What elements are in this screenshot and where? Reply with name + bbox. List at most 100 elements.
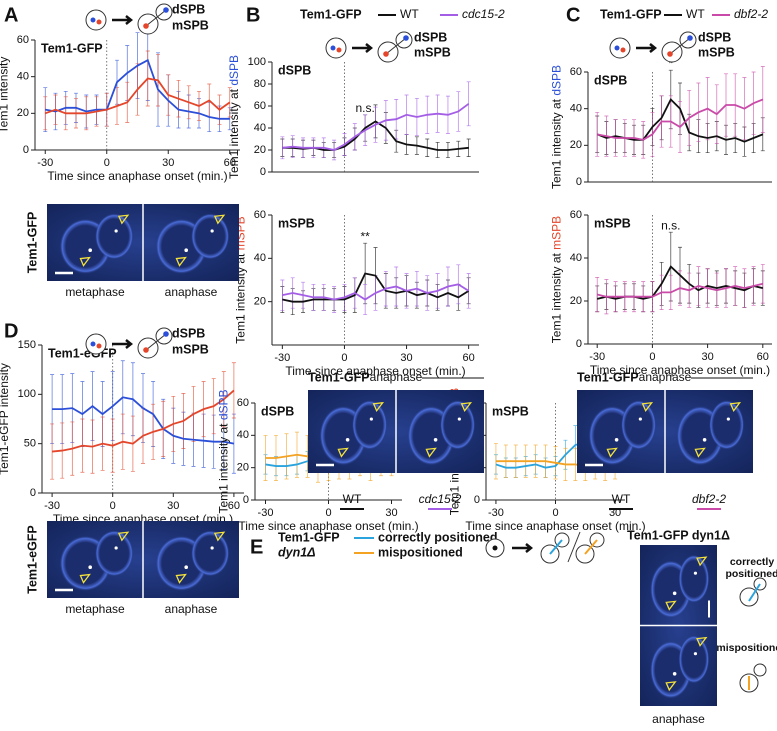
- x-tick-label: 60: [228, 500, 240, 512]
- cell: [85, 9, 107, 31]
- y-tick-label: 0: [576, 176, 582, 188]
- x-tick-label: 0: [649, 351, 655, 363]
- y-label-text: Tem1 intensity at: [550, 250, 564, 343]
- x-axis-label: Time since anaphase onset (min.): [285, 364, 465, 378]
- y-axis-label: Tem1 intensity at dSPB: [217, 389, 231, 513]
- spot: [210, 229, 214, 233]
- cell-image: [191, 530, 230, 577]
- y-tick-label: 0: [260, 166, 266, 178]
- y-tick-label: 20: [570, 139, 582, 151]
- series-line: [596, 282, 764, 298]
- plot-title: dSPB: [261, 404, 294, 418]
- arrowhead: [460, 401, 473, 413]
- y-tick-label: 0: [30, 487, 36, 499]
- x-tick-label: 0: [552, 507, 558, 519]
- bud: [753, 663, 767, 677]
- plot-title: dSPB: [278, 63, 311, 77]
- spb: [96, 343, 102, 349]
- y-tick-label: 0: [23, 144, 29, 156]
- spb: [90, 341, 96, 347]
- y-tick-label: 60: [237, 397, 249, 409]
- divider: [567, 531, 581, 563]
- x-tick-label: -30: [274, 352, 290, 364]
- spindle: [145, 9, 167, 27]
- spb: [90, 17, 96, 23]
- image-note: anaphase: [639, 370, 692, 384]
- schematic: [85, 3, 173, 35]
- plot: 0 20 40 60 -30 0 30 60 Tem1-GFP Tem1 intensity Tim…: [0, 19, 240, 183]
- y-tick-label: 40: [237, 429, 249, 441]
- x-axis-label: Time since anaphase onset (min.): [465, 519, 645, 533]
- series-line: [44, 77, 231, 115]
- spot: [88, 565, 92, 569]
- legend-label: dbf2-2: [734, 7, 768, 21]
- spindle: [584, 539, 598, 555]
- image-header: Tem1-GFP: [308, 370, 370, 384]
- image-label: mispositioned: [716, 642, 777, 654]
- image-label: correctly: [730, 556, 775, 568]
- spb: [163, 331, 169, 337]
- spb: [687, 35, 693, 41]
- image-label: positioned: [725, 568, 777, 580]
- x-tick-label: 30: [162, 157, 174, 169]
- spindle: [145, 333, 167, 351]
- image-caption: WT: [343, 492, 362, 506]
- y-tick-label: 100: [248, 56, 266, 68]
- y-tick-label: 20: [570, 295, 582, 307]
- significance: n.s.: [355, 101, 374, 115]
- y-axis-label: Tem1 intensity at mSPB: [550, 216, 564, 343]
- y-tick-label: 40: [570, 103, 582, 115]
- y-label-text: Tem1 intensity at: [227, 86, 241, 179]
- x-tick-label: -30: [488, 507, 504, 519]
- legend-label: dSPB: [172, 326, 205, 340]
- x-tick-label: 0: [325, 507, 331, 519]
- series-line: [282, 272, 470, 303]
- arrowhead: [79, 573, 91, 584]
- spb: [143, 23, 149, 29]
- y-tick-label: 20: [17, 107, 29, 119]
- image-caption: anaphase: [652, 712, 705, 726]
- micrograph: [577, 390, 753, 473]
- spot: [114, 229, 118, 233]
- panel-letter: B: [246, 4, 260, 26]
- spb: [403, 35, 409, 41]
- arrowhead: [372, 401, 385, 413]
- arrowhead: [665, 681, 677, 692]
- arrow: [352, 43, 374, 53]
- spb: [620, 47, 626, 53]
- x-tick-label: -30: [37, 157, 53, 169]
- arrowhead: [117, 214, 130, 225]
- series-line: [52, 396, 235, 445]
- panel-letter: D: [4, 320, 18, 342]
- spot: [184, 248, 188, 252]
- image-caption: cdc15-2: [419, 492, 462, 506]
- image-side-label: Tem1-GFP: [25, 212, 39, 274]
- arrow: [112, 15, 134, 25]
- image-caption: metaphase: [65, 602, 125, 616]
- arrowhead: [696, 636, 708, 647]
- image-caption: metaphase: [65, 285, 125, 299]
- y-tick-label: 20: [254, 296, 266, 308]
- x-axis-label: Time since anaphase onset (min.): [47, 169, 227, 183]
- error-bar: [595, 111, 600, 157]
- spb: [96, 19, 102, 25]
- y-tick-label: 0: [576, 338, 582, 350]
- y-label-text: Tem1 intensity at: [217, 420, 231, 513]
- x-tick-label: -30: [589, 351, 605, 363]
- spb: [614, 45, 620, 51]
- spot: [672, 672, 677, 676]
- spot: [184, 565, 188, 569]
- schematic-label: mSPB: [414, 45, 451, 59]
- y-tick-label: 60: [570, 66, 582, 78]
- spb: [667, 51, 673, 57]
- cell: [325, 37, 347, 59]
- y-label-text: Tem1-eGFP intensity: [0, 363, 11, 475]
- y-tick-label: 40: [254, 252, 266, 264]
- arrowhead: [79, 256, 91, 267]
- arrowhead: [729, 401, 742, 413]
- arrowhead: [213, 531, 226, 542]
- spb: [383, 51, 389, 57]
- spot: [638, 417, 642, 421]
- schematic: [325, 31, 413, 63]
